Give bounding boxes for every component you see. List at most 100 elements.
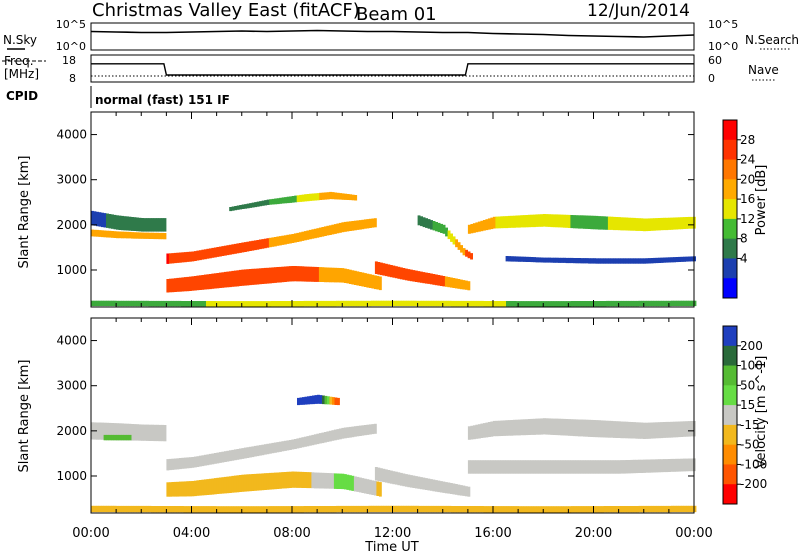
power-cell (491, 301, 494, 307)
power-cell (188, 251, 192, 262)
velocity-cell (660, 459, 664, 473)
time-axis-labels: 00:00 04:00 08:00 12:00 16:00 20:00 00:00 (72, 526, 712, 541)
power-cell (565, 257, 569, 264)
power-cell (431, 300, 434, 307)
velocity-cell (545, 418, 549, 435)
power-cell (236, 270, 240, 287)
power-cell (276, 198, 280, 205)
velocity-cell (363, 478, 367, 494)
power-cell (570, 257, 574, 264)
velocity-cell (301, 506, 304, 513)
power-cell (429, 273, 433, 285)
power-cell (495, 216, 499, 229)
velocity-cell (108, 422, 112, 441)
velocity-cell (406, 505, 409, 513)
x-tick-label: 08:00 (273, 526, 310, 541)
power-cell (113, 300, 117, 307)
velocity-cell (488, 506, 492, 513)
velocity-cell (166, 459, 170, 471)
noise-frame (90, 22, 695, 51)
power-cell (520, 215, 524, 228)
velocity-cell (500, 420, 504, 436)
velocity-cell (233, 506, 237, 513)
velocity-cell (151, 424, 154, 441)
power-cell (216, 273, 220, 289)
velocity-cell (268, 472, 272, 490)
power-cell (233, 270, 237, 287)
power-cell (653, 257, 656, 264)
velocity-cell (671, 505, 674, 513)
velocity-cell (231, 506, 234, 513)
power-cell (123, 231, 127, 239)
velocity-cell (343, 427, 347, 439)
power-cell (161, 218, 164, 232)
power-cell (296, 232, 300, 242)
power-cell (203, 274, 207, 290)
power-cell (492, 216, 496, 229)
power-cell (587, 215, 591, 229)
power-cell (178, 277, 182, 292)
colorbar-tick-label: -200 (740, 477, 767, 491)
velocity-cell (308, 506, 312, 513)
power-cell (236, 243, 240, 254)
velocity-cell (490, 421, 494, 437)
noise-series-line (90, 29, 695, 38)
power-cell (178, 252, 182, 263)
velocity-cell (665, 459, 669, 473)
power-cell (274, 198, 278, 205)
velocity-cell (526, 506, 529, 513)
velocity-cell (243, 474, 247, 492)
power-cell (540, 214, 544, 227)
colorbar-segment (723, 278, 737, 299)
velocity-cell (113, 423, 117, 441)
velocity-cell (452, 483, 456, 495)
power-cell (600, 216, 604, 230)
velocity-cell (128, 423, 132, 441)
power-cell (261, 268, 265, 284)
power-cell (498, 301, 502, 307)
power-cell (228, 301, 232, 307)
power-cell (213, 273, 217, 289)
power-cell (443, 300, 447, 307)
power-cell (356, 220, 360, 230)
power-cell (373, 218, 377, 228)
power-cell (560, 214, 564, 228)
velocity-cell (301, 437, 305, 448)
velocity-cell (409, 475, 413, 488)
velocity-cell (548, 506, 552, 513)
power-cell (417, 215, 421, 226)
power-cell (268, 237, 272, 248)
power-cell (131, 217, 134, 231)
velocity-cell (248, 446, 252, 458)
velocity-cell (456, 506, 459, 513)
y-tick-label: 2000 (56, 424, 87, 438)
velocity-cell (490, 460, 494, 474)
velocity-cell (503, 506, 507, 513)
velocity-cell (382, 468, 386, 483)
power-cell (590, 215, 594, 230)
velocity-cell (687, 458, 691, 472)
power-cell (183, 252, 187, 263)
velocity-cell (547, 460, 551, 474)
power-cell (281, 266, 285, 283)
velocity-cell (641, 505, 644, 513)
power-cell (379, 262, 383, 276)
velocity-cell (396, 505, 399, 513)
power-cell (336, 223, 340, 234)
power-cell (561, 301, 564, 307)
velocity-cell (472, 425, 476, 440)
velocity-cell (316, 472, 320, 489)
power-cell (505, 256, 509, 262)
power-cell (338, 300, 342, 307)
velocity-cell (636, 506, 639, 513)
power-cell (341, 268, 345, 283)
power-cell (103, 230, 107, 238)
power-cell (271, 267, 275, 284)
velocity-cell (168, 458, 172, 471)
velocity-cell (313, 434, 317, 445)
velocity-cell (243, 447, 247, 459)
velocity-cell (314, 395, 318, 404)
velocity-cell (592, 420, 596, 438)
power-cell (231, 206, 235, 211)
